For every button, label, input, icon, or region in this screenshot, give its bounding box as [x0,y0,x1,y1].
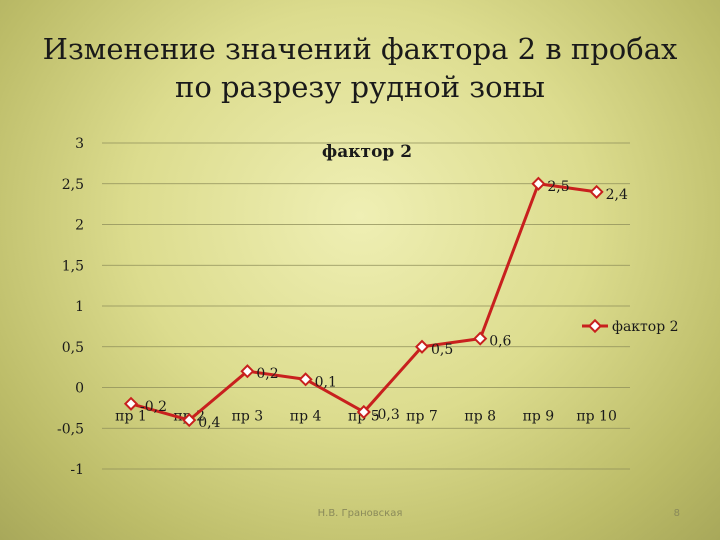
y-tick-label: 0,5 [62,340,84,356]
y-tick-label: -1 [70,462,84,478]
y-tick-label: 0 [75,381,84,397]
x-tick-label: пр 7 [406,409,438,425]
y-tick-label: -0,5 [57,421,84,437]
data-point-marker [298,372,313,387]
data-point-marker [414,339,430,354]
data-label: 0,1 [315,374,337,390]
data-label: -0,2 [140,399,167,415]
x-tick-label: пр 3 [232,409,264,425]
x-tick-label: пр 10 [576,409,617,425]
x-tick-label: пр 1 [115,409,147,425]
slide-title-line-1: Изменение значений фактора 2 в пробах [42,32,678,66]
data-point-marker [356,404,371,420]
y-tick-label: 2,5 [62,177,84,193]
data-label: 2,5 [547,179,569,195]
legend-label: фактор 2 [612,319,679,335]
footer-author: Н.В. Грановская [317,508,403,519]
series-line [130,182,597,422]
chart-title: фактор 2 [322,142,412,162]
data-point-marker [182,413,197,428]
x-tick-label: пр 8 [464,409,496,425]
x-tick-label: пр 4 [290,409,322,425]
data-label: 0,4 [198,415,220,431]
data-label: 0,6 [489,334,511,350]
slide-title: Изменение значений фактора 2 в пробах по… [0,30,720,106]
data-point-marker [589,184,604,199]
page-number: 8 [673,508,680,519]
data-point-marker [123,396,139,411]
y-tick-label: 2 [75,218,84,234]
y-tick-label: 1,5 [62,258,84,274]
slide-title-line-2: по разрезу рудной зоны [174,70,545,104]
y-tick-label: 3 [75,136,84,152]
data-label: -0,3 [373,407,400,423]
data-point-marker [240,364,255,379]
data-label: 2,4 [606,187,628,203]
legend-marker [587,318,603,334]
data-point-marker [473,331,488,346]
data-point-marker [531,176,546,191]
data-label: 0,5 [431,342,453,358]
x-tick-label: пр 9 [523,409,555,425]
y-tick-label: 1 [75,299,84,315]
data-label: 0,2 [256,366,278,382]
